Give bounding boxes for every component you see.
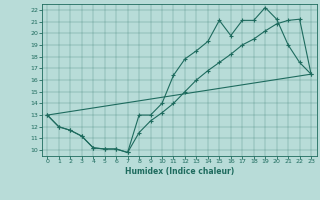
X-axis label: Humidex (Indice chaleur): Humidex (Indice chaleur) [124, 167, 234, 176]
